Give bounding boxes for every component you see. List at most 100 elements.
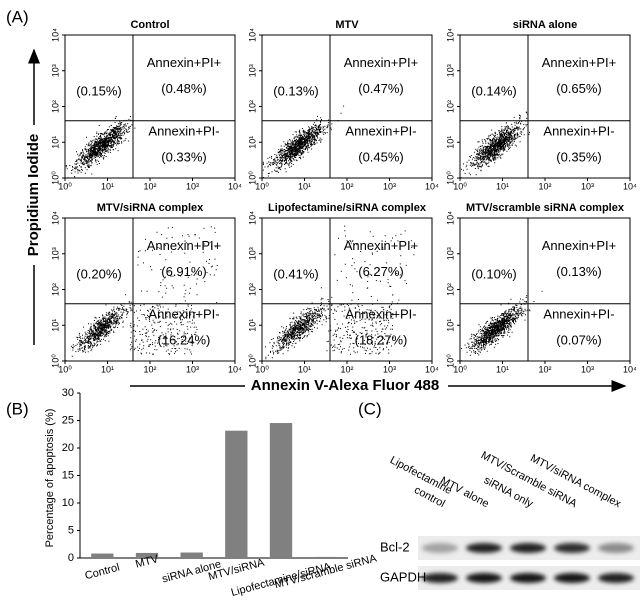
bar [270,423,292,558]
x-tick-label: 10² [340,181,353,191]
y-tick-label: 10¹ [247,319,257,332]
y-tick-label: 10⁰ [50,171,60,185]
quadrant-name: Annexin+PI- [148,124,219,139]
row-label: Bcl-2 [380,539,410,554]
quadrant-name: Annexin+PI- [148,307,219,322]
y-tick-label: 20 [62,442,74,454]
blot-band [510,573,546,583]
quadrant-percent: (6.27%) [358,264,404,279]
y-tick-label: 10³ [445,247,455,260]
y-tick-label: 10² [445,100,455,113]
x-tick-label: 10³ [383,181,396,191]
y-tick-label: 10³ [247,64,257,77]
y-tick-label: 10⁴ [247,28,257,42]
y-tick-label: 30 [62,387,74,399]
x-tick-label: 10¹ [298,364,311,374]
blot-band [554,543,590,553]
quadrant-name: Annexin+PI+ [147,55,221,70]
quadrant-percent: (0.41%) [273,267,319,282]
x-axis-label: Annexin V-Alexa Fluor 488 [251,377,439,394]
panel-label: (B) [6,399,29,418]
quadrant-name: Annexin+PI- [345,307,416,322]
quadrant-percent: (0.48%) [161,81,207,96]
y-tick-label: 10³ [50,64,60,77]
x-tick-label: 10¹ [496,364,509,374]
y-tick-label: 10² [247,283,257,296]
bar [181,553,203,559]
y-tick-label: 10⁰ [247,354,257,368]
x-tick-label: 10¹ [496,181,509,191]
event-dots [461,112,530,179]
x-tick-label: 10⁴ [425,364,439,374]
y-tick-label: 10² [50,100,60,113]
figure: (A) (B) (C) Propidium Iodide Annexin V-A… [0,0,644,601]
quadrant-percent: (6.91%) [161,264,207,279]
x-tick-label: 10⁴ [228,364,242,374]
quadrant-name: Annexin+PI- [543,124,614,139]
y-tick-label: 25 [62,414,74,426]
quadrant-percent: (0.13%) [273,84,319,99]
x-tick-label: 10⁴ [228,181,242,191]
x-tick-label: 10⁴ [623,181,637,191]
plot-title: siRNA alone [513,19,577,31]
x-tick-label: 10¹ [298,181,311,191]
y-tick-label: 10 [62,497,74,509]
y-tick-label: 10⁴ [50,211,60,225]
x-tick-label: 10² [538,181,551,191]
row-label: GAPDH [380,569,426,584]
y-tick-label: 10¹ [445,136,455,149]
quadrant-name: Annexin+PI+ [542,55,616,70]
y-tick-label: 10¹ [247,136,257,149]
blot-band [510,543,546,553]
quadrant-percent: (18.27%) [355,332,408,347]
y-tick-label: 10² [50,283,60,296]
y-tick-label: 10⁴ [50,28,60,42]
event-dots [263,106,344,178]
x-tick-label: 10² [143,364,156,374]
plot-title: MTV/scramble siRNA complex [466,202,625,214]
x-tick-label: 10³ [581,181,594,191]
blot-band [466,573,502,583]
y-tick-label: 10² [247,100,257,113]
plot-title: MTV/siRNA complex [97,202,204,214]
y-tick-label: 10⁰ [445,354,455,368]
y-tick-label: 10⁰ [445,171,455,185]
panel-label: (A) [6,7,29,26]
blot-band [466,543,502,553]
bar [91,554,113,558]
y-axis-label: Propidium Iodide [25,134,42,257]
x-tick-label: 10³ [186,181,199,191]
x-tick-label: 10³ [383,364,396,374]
quadrant-percent: (0.10%) [471,267,517,282]
x-tick-label: 10⁴ [623,364,637,374]
x-tick-label: 10² [538,364,551,374]
x-tick-label: 10³ [581,364,594,374]
blot-band [422,573,458,583]
quadrant-percent: (0.07%) [556,332,602,347]
y-tick-label: 10⁰ [247,171,257,185]
quadrant-percent: (16.24%) [158,332,211,347]
y-tick-label: 10⁴ [445,28,455,42]
y-tick-label: 5 [68,524,74,536]
x-tick-label: 10² [143,181,156,191]
blot-band [422,543,458,553]
y-tick-label: 10³ [445,64,455,77]
quadrant-percent: (0.35%) [556,149,602,164]
bar [315,557,337,558]
quadrant-percent: (0.15%) [76,84,122,99]
quadrant-percent: (0.47%) [358,81,404,96]
quadrant-name: Annexin+PI- [543,307,614,322]
plot-title: Control [130,19,169,31]
quadrant-name: Annexin+PI+ [344,238,418,253]
y-tick-label: 15 [62,469,74,481]
event-dots [66,116,136,178]
quadrant-percent: (0.65%) [556,81,602,96]
quadrant-percent: (0.13%) [556,264,602,279]
panel-label: (C) [358,399,382,418]
x-tick-label: Control [84,562,121,583]
x-tick-label: 10¹ [101,364,114,374]
quadrant-name: Annexin+PI- [345,124,416,139]
quadrant-percent: (0.20%) [76,267,122,282]
blot-band [554,573,590,583]
y-tick-label: 10⁴ [445,211,455,225]
